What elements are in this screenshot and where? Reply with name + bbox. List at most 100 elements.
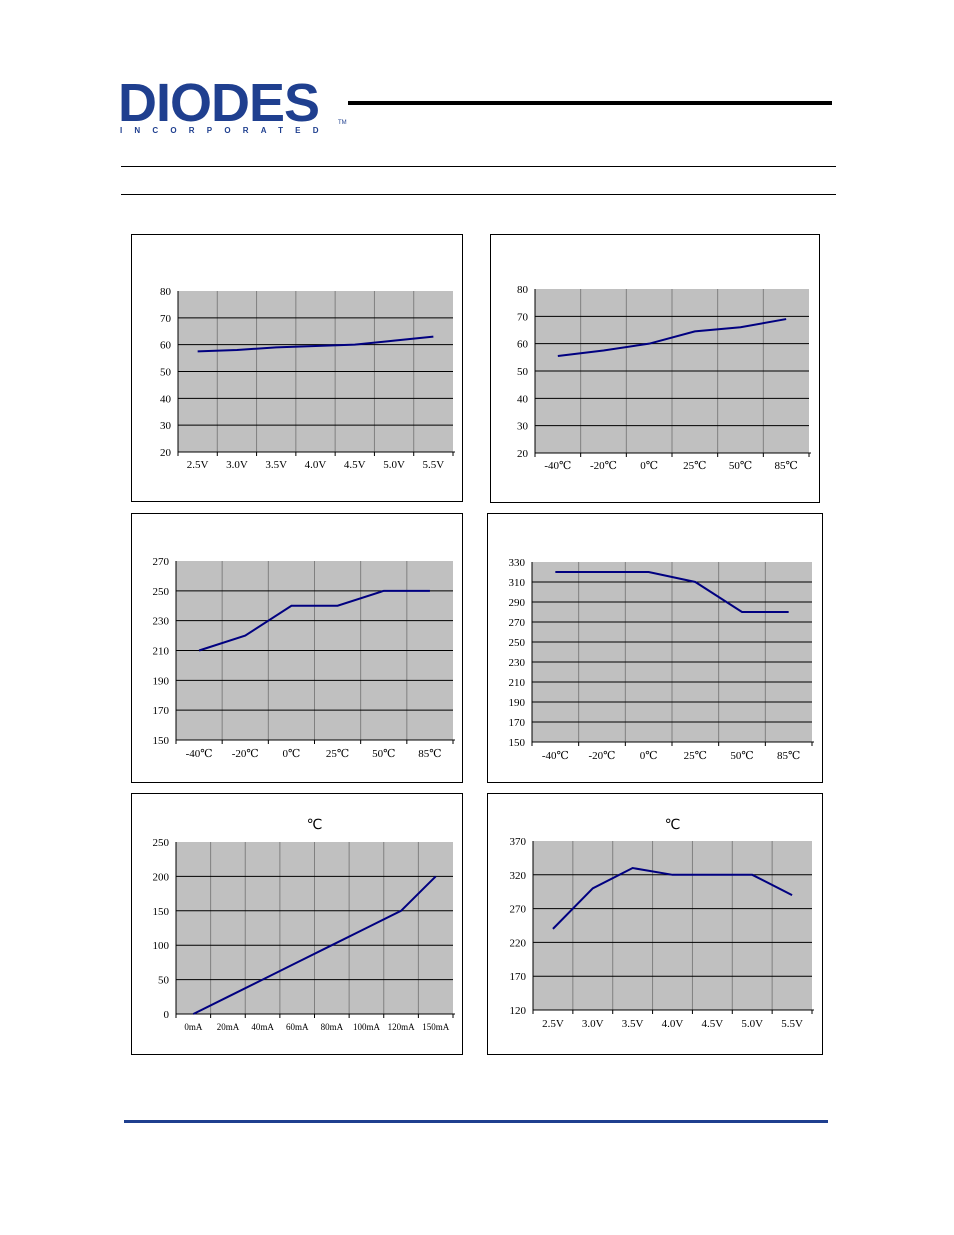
x-tick-label: -20℃ [590,460,617,472]
x-tick-label: 3.5V [622,1018,644,1030]
header-rule [348,101,832,105]
title-rule-bottom [121,194,836,195]
x-tick-label: 2.5V [542,1018,564,1030]
chart-title: ℃ [665,817,681,833]
logo-subtitle: INCORPORATED [120,126,331,135]
y-tick-label: 250 [153,586,170,598]
y-tick-label: 0 [164,1009,170,1021]
y-tick-label: 40 [517,393,529,405]
y-tick-label: 40 [160,393,172,405]
x-tick-label: 0℃ [283,748,301,760]
y-tick-label: 190 [153,675,170,687]
series-line [192,875,437,1015]
y-tick-label: 270 [509,617,526,629]
x-tick-label: 0mA [184,1022,203,1032]
y-tick-label: 70 [517,311,529,323]
y-tick-label: 170 [510,971,527,983]
y-tick-label: 70 [160,313,172,325]
x-tick-label: -40℃ [542,750,569,762]
x-tick-label: 3.0V [582,1018,604,1030]
y-tick-label: 150 [153,906,170,918]
y-tick-label: 80 [160,286,172,298]
y-tick-label: 210 [509,677,526,689]
y-tick-label: 50 [158,975,170,987]
x-tick-label: 3.0V [226,459,248,471]
x-tick-label: 5.5V [781,1018,803,1030]
y-tick-label: 250 [509,637,526,649]
x-tick-label: 4.0V [305,459,327,471]
x-tick-label: 2.5V [187,459,209,471]
x-tick-label: 85℃ [775,460,798,472]
x-tick-label: 50℃ [729,460,752,472]
x-tick-label: 40mA [251,1022,274,1032]
x-tick-label: 80mA [321,1022,344,1032]
chart-6-svg: 120 170 220 270 320 370 2.5V 3.0V 3.5V 4.0V 4.5V 5.… [510,817,814,1030]
x-tick-label: -20℃ [589,750,616,762]
x-tick-label: 5.0V [741,1018,763,1030]
x-tick-label: 4.5V [702,1018,724,1030]
logo-wordmark: DIODES [118,73,320,133]
y-tick-label: 100 [153,940,170,952]
x-tick-label: 25℃ [684,750,707,762]
series-line [198,589,430,652]
y-tick-label: 170 [509,717,526,729]
y-tick-label: 330 [509,557,526,569]
chart-3-svg: 150 170 190 210 230 250 270 -40℃ -20℃ 0℃ 25℃ 50℃ 85℃ [153,556,455,760]
x-tick-label: 3.5V [265,459,287,471]
x-tick-label: 50℃ [372,748,395,760]
y-tick-label: 270 [510,904,527,916]
y-tick-label: 50 [160,367,172,379]
y-tick-label: 210 [153,646,170,658]
x-tick-label: -40℃ [186,748,213,760]
x-tick-label: 100mA [353,1022,381,1032]
chart-panel-4: 150 170 190 210 230 250 270 290 310 330 -40℃ -20℃ 0℃… [487,513,823,783]
x-tick-label: -40℃ [544,460,571,472]
y-tick-label: 230 [153,616,170,628]
y-tick-label: 60 [160,340,172,352]
x-tick-label: -20℃ [232,748,259,760]
x-tick-label: 0℃ [640,460,658,472]
x-tick-label: 25℃ [683,460,706,472]
y-tick-label: 80 [517,284,529,296]
y-tick-label: 320 [510,870,527,882]
x-tick-label: 4.0V [662,1018,684,1030]
y-tick-label: 120 [510,1005,527,1017]
chart-panel-3: 150 170 190 210 230 250 270 -40℃ -20℃ 0℃ 25℃ 50℃ 85℃ [131,513,463,783]
chart-panel-1: 20 30 40 50 60 70 80 2.5V 3.0V 3.5V 4.0V 4.5V 5.0V 5.… [131,234,463,502]
y-tick-label: 290 [509,597,526,609]
y-tick-label: 250 [153,837,170,849]
y-tick-label: 310 [509,577,526,589]
y-tick-label: 370 [510,836,527,848]
plot-area [533,841,812,1010]
x-tick-label: 25℃ [326,748,349,760]
chart-2-svg: 20 30 40 50 60 70 80 -40℃ -20℃ 0℃ 25℃ 50℃ 85℃ [517,284,811,472]
series-line [557,318,787,357]
x-tick-label: 150mA [422,1022,450,1032]
x-tick-label: 50℃ [730,750,753,762]
x-tick-label: 5.5V [423,459,445,471]
chart-1-svg: 20 30 40 50 60 70 80 2.5V 3.0V 3.5V 4.0V 4.5V 5.0V 5.… [160,286,455,471]
chart-5-svg: 0 50 100 150 200 250 0mA 20mA 40mA 60mA 80mA 100mA 1… [153,817,455,1032]
title-rule-top [121,166,836,167]
y-tick-label: 150 [153,735,170,747]
y-tick-label: 30 [517,421,529,433]
y-tick-label: 20 [517,448,529,460]
x-tick-label: 0℃ [640,750,658,762]
x-tick-label: 5.0V [383,459,405,471]
x-tick-label: 85℃ [418,748,441,760]
y-tick-label: 170 [153,705,170,717]
series-line [555,571,789,613]
y-tick-label: 150 [509,737,526,749]
x-tick-label: 85℃ [777,750,800,762]
y-tick-label: 50 [517,366,529,378]
x-tick-label: 4.5V [344,459,366,471]
x-tick-label: 20mA [217,1022,240,1032]
company-logo: DIODES INCORPORATED TM [118,73,348,138]
x-tick-label: 120mA [388,1022,416,1032]
chart-title: ℃ [307,817,323,833]
chart-panel-5: 0 50 100 150 200 250 0mA 20mA 40mA 60mA 80mA 100mA 1… [131,793,463,1055]
chart-4-svg: 150 170 190 210 230 250 270 290 310 330 -40℃ -20℃ 0℃… [509,557,814,762]
logo-trademark: TM [338,120,347,126]
chart-panel-2: 20 30 40 50 60 70 80 -40℃ -20℃ 0℃ 25℃ 50℃ 85℃ [490,234,820,503]
y-tick-label: 270 [153,556,170,568]
